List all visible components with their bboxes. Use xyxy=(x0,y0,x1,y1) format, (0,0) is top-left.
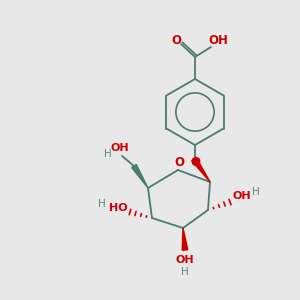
Text: O: O xyxy=(174,157,184,169)
Text: OH: OH xyxy=(233,191,251,201)
Text: H: H xyxy=(98,199,106,209)
Polygon shape xyxy=(132,164,148,188)
Text: O: O xyxy=(171,34,181,47)
Text: H: H xyxy=(104,149,112,159)
Polygon shape xyxy=(192,158,210,182)
Text: OH: OH xyxy=(208,34,228,47)
Text: H: H xyxy=(252,187,260,197)
Text: OH: OH xyxy=(176,255,194,265)
Polygon shape xyxy=(182,228,188,250)
Text: OH: OH xyxy=(111,143,129,153)
Text: O: O xyxy=(190,157,200,169)
Text: H: H xyxy=(181,267,189,277)
Text: HO: HO xyxy=(109,203,127,213)
